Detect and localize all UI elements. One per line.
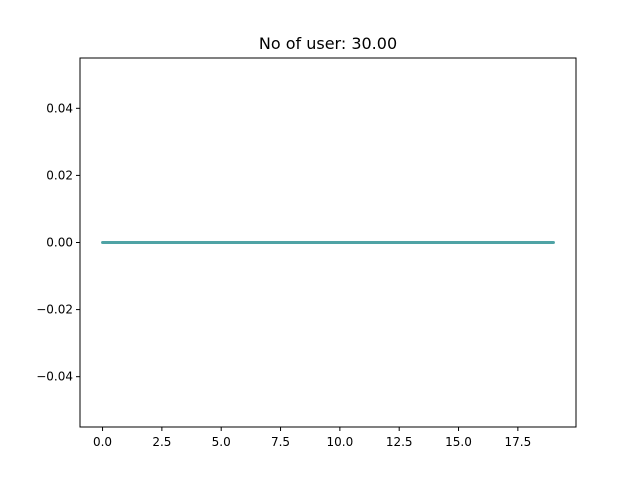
x-tick-label: 17.5 bbox=[504, 435, 531, 449]
x-tick-label: 12.5 bbox=[386, 435, 413, 449]
y-tick-label: −0.02 bbox=[36, 303, 73, 317]
x-tick-label: 0.0 bbox=[93, 435, 112, 449]
x-tick-label: 7.5 bbox=[271, 435, 290, 449]
y-axis: −0.04 −0.02 0.00 0.02 0.04 bbox=[36, 101, 80, 384]
x-tick-label: 10.0 bbox=[327, 435, 354, 449]
x-axis: 0.0 2.5 5.0 7.5 10.0 12.5 15.0 17.5 bbox=[93, 427, 531, 449]
y-tick-label: 0.04 bbox=[46, 101, 73, 115]
x-tick-label: 15.0 bbox=[445, 435, 472, 449]
chart-title: No of user: 30.00 bbox=[259, 34, 397, 53]
y-tick-label: −0.04 bbox=[36, 370, 73, 384]
x-tick-label: 2.5 bbox=[152, 435, 171, 449]
x-tick-label: 5.0 bbox=[212, 435, 231, 449]
y-tick-label: 0.02 bbox=[46, 168, 73, 182]
y-tick-label: 0.00 bbox=[46, 236, 73, 250]
axes-frame bbox=[79, 57, 577, 428]
